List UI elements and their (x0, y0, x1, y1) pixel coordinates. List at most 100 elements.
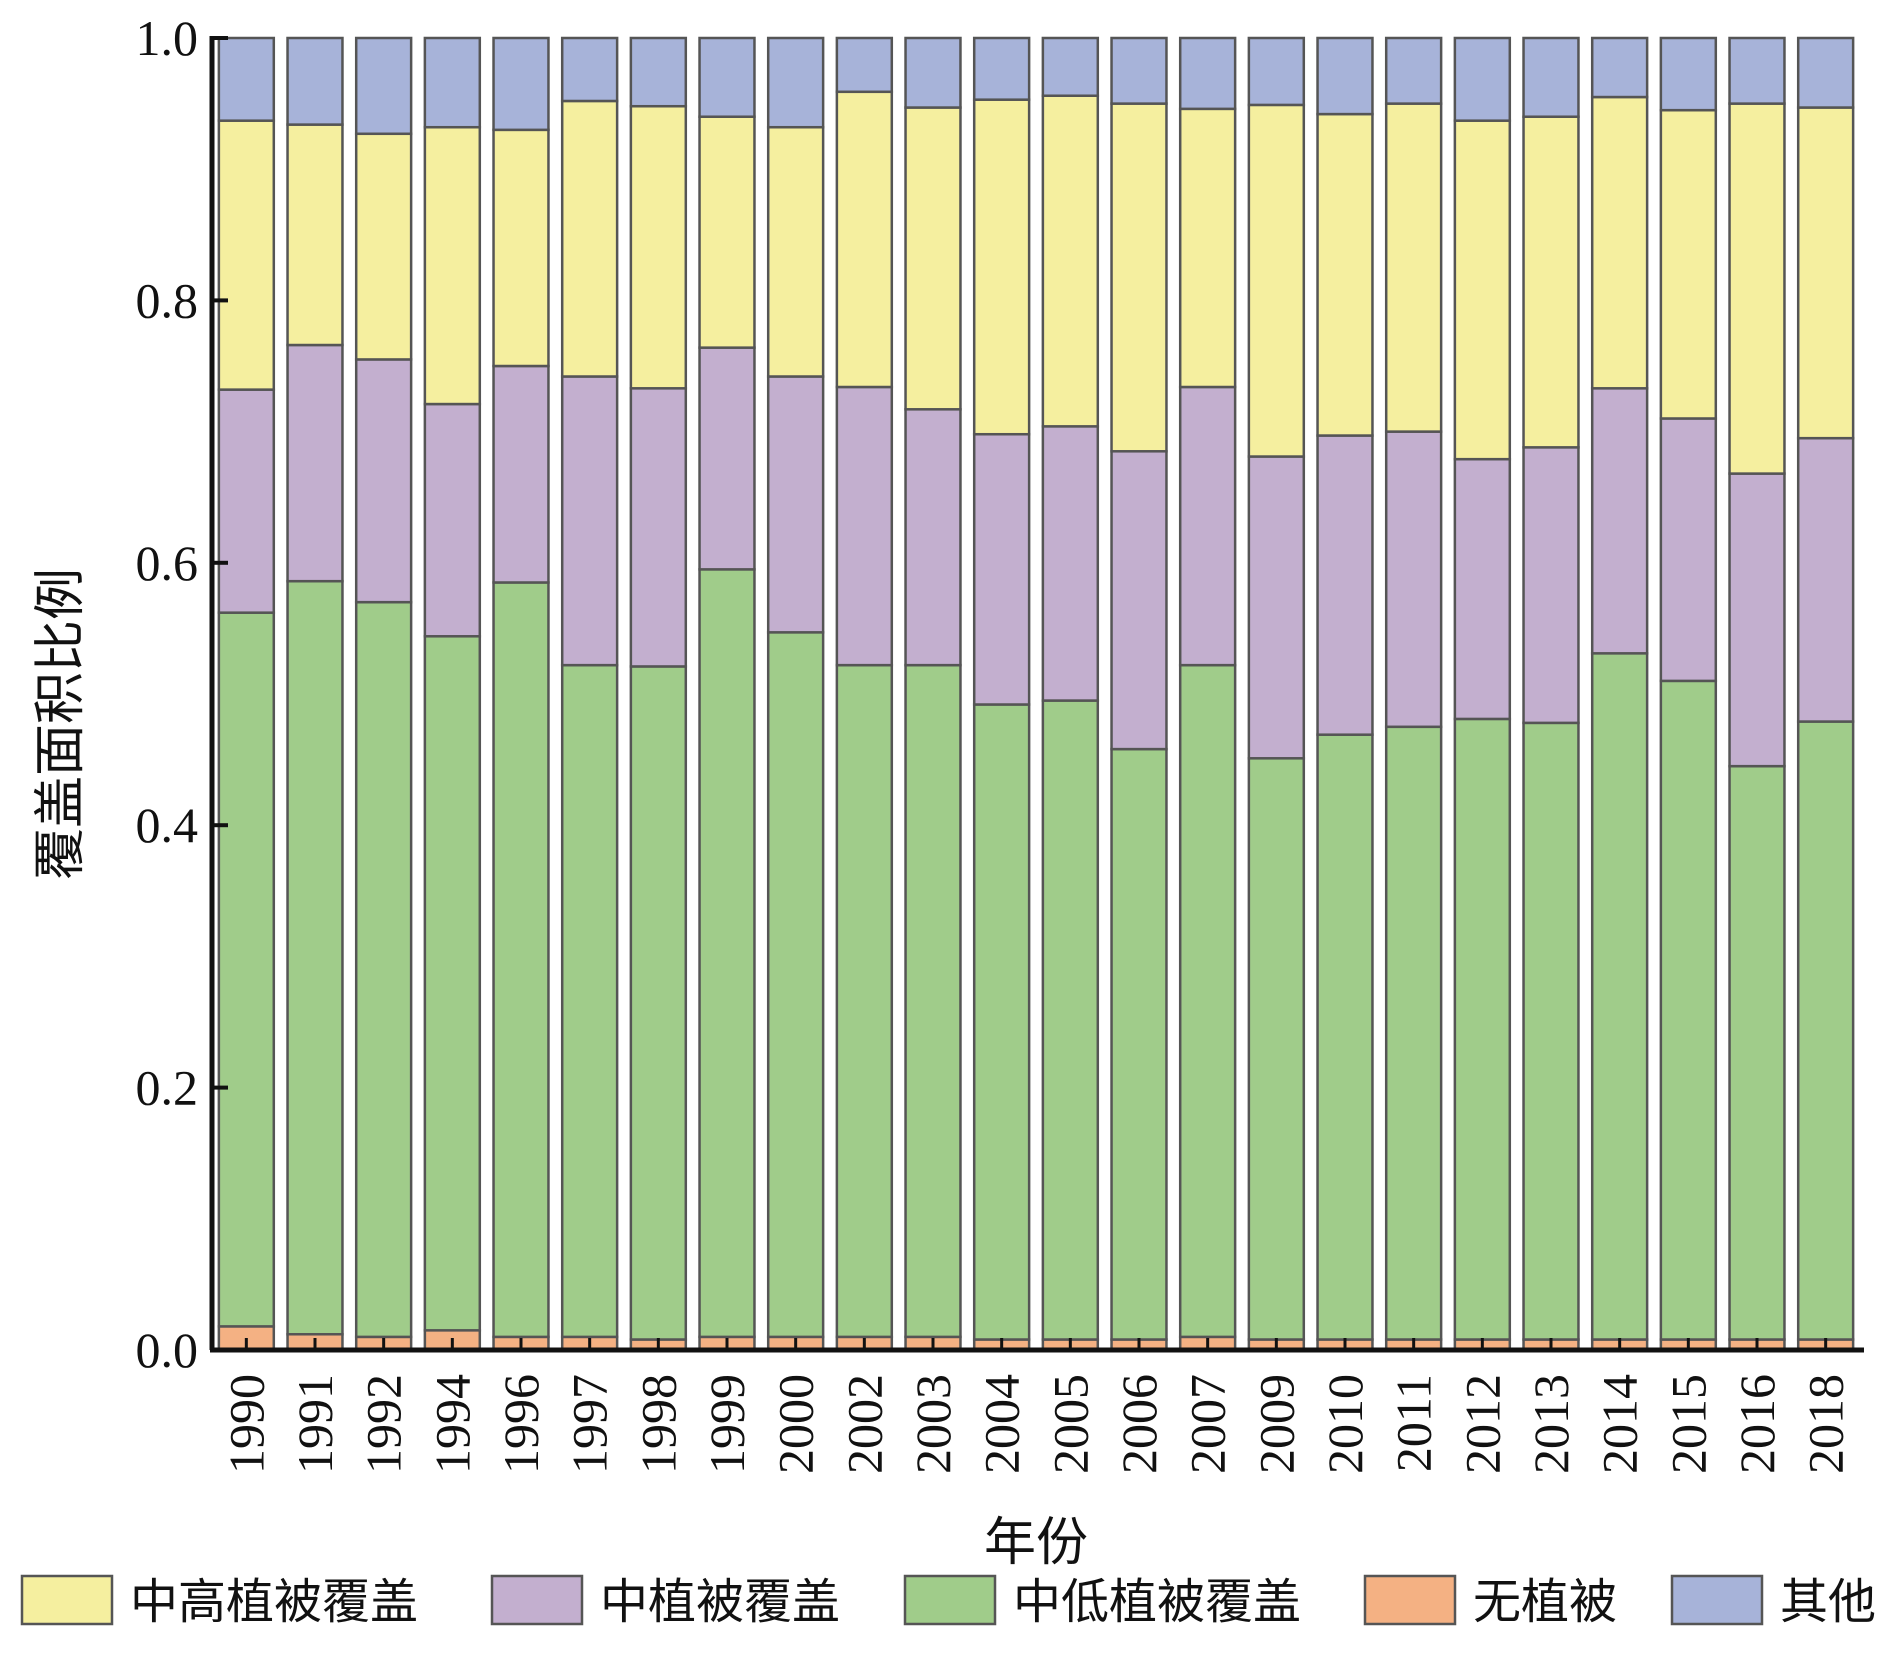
legend-label: 中高植被覆盖 (130, 1574, 418, 1630)
bar-segment-1996-3 (492, 128, 550, 368)
bar-segment-2002-3 (835, 90, 894, 389)
x-tick-label: 2005 (1042, 1374, 1098, 1474)
bar-segment-2015-1 (1659, 679, 1718, 1341)
bar-segment-1998-2 (629, 387, 688, 668)
y-tick-label: 0.2 (136, 1060, 199, 1116)
bar-segment-1991-4 (286, 36, 344, 126)
bar-segment-2013-4 (1522, 36, 1580, 118)
y-tick-label: 0.4 (136, 797, 199, 853)
bar-segment-1994-3 (423, 125, 482, 406)
bar-segment-2012-1 (1453, 717, 1512, 1341)
bar-segment-2011-1 (1384, 725, 1443, 1341)
legend-swatch (903, 1574, 997, 1626)
legend-swatch (490, 1574, 584, 1626)
bar-segment-1998-4 (629, 36, 688, 108)
bar-segment-2011-2 (1384, 430, 1443, 729)
bar-segment-1999-3 (698, 115, 756, 349)
bar-segment-2016-2 (1728, 472, 1786, 768)
bar-segment-2016-1 (1728, 764, 1786, 1341)
bar-segment-1991-3 (286, 123, 344, 347)
legend-swatch (1670, 1574, 1764, 1626)
bar-segment-1997-4 (560, 36, 619, 103)
bar-segment-1999-1 (698, 568, 756, 1339)
bar-segment-2013-1 (1522, 721, 1580, 1341)
bar-segment-2006-1 (1110, 747, 1168, 1341)
bar-segment-2002-4 (835, 36, 894, 94)
legend-label: 中低植被覆盖 (1013, 1574, 1301, 1630)
x-tick-label: 1992 (356, 1374, 412, 1474)
bar-segment-2018-4 (1796, 36, 1855, 109)
bar-segment-2000-4 (766, 36, 825, 129)
bar-segment-1994-2 (423, 402, 482, 638)
bar-segment-2003-4 (904, 36, 962, 109)
x-tick-label: 1991 (287, 1374, 343, 1474)
legend: 中高植被覆盖 中植被覆盖 中低植被覆盖 无植被 其他 (20, 1574, 1876, 1630)
bar-segment-2002-2 (835, 385, 894, 667)
bar-segment-2004-1 (972, 703, 1031, 1341)
bar-segment-2005-2 (1041, 425, 1100, 702)
bar-segment-2014-4 (1590, 36, 1649, 99)
bar-segment-1992-4 (354, 36, 413, 136)
x-tick-label: 1994 (424, 1374, 480, 1474)
y-axis-title: 覆盖面积比例 (31, 568, 91, 880)
y-tick-label: 0.0 (136, 1322, 199, 1378)
legend-label: 其他 (1780, 1574, 1876, 1630)
bar-segment-2014-3 (1590, 95, 1649, 390)
bar-segment-2011-3 (1384, 102, 1443, 433)
bar-segment-1990-4 (217, 36, 276, 122)
bar-segment-1997-3 (560, 99, 619, 378)
x-tick-label: 1990 (218, 1374, 274, 1474)
legend-swatch (1363, 1574, 1457, 1626)
bar-segment-2007-2 (1178, 385, 1237, 667)
x-tick-label: 1998 (630, 1374, 686, 1474)
legend-swatch (20, 1574, 114, 1626)
bar-segment-1990-3 (217, 119, 276, 391)
bar-segment-2007-3 (1178, 107, 1237, 389)
x-tick-label: 1996 (493, 1374, 549, 1474)
x-axis-title: 年份 (984, 1513, 1088, 1573)
y-tick-label: 1.0 (136, 10, 199, 66)
bar-segment-2005-1 (1041, 699, 1100, 1341)
bar-segment-2004-2 (972, 432, 1031, 706)
y-tick-label: 0.8 (136, 272, 199, 328)
bar-segment-1994-1 (423, 635, 482, 1332)
bar-segment-1996-2 (492, 364, 550, 584)
bar-segment-2003-1 (904, 663, 962, 1339)
bar-segment-2014-2 (1590, 387, 1649, 655)
bar-segment-2006-4 (1110, 36, 1168, 105)
x-tick-label: 2013 (1523, 1374, 1579, 1474)
bar-segment-2016-4 (1728, 36, 1786, 105)
bar-segment-2012-4 (1453, 36, 1512, 122)
bar-segment-2000-1 (766, 631, 825, 1339)
y-tick-label: 0.6 (136, 535, 199, 591)
bar-segment-2014-1 (1590, 652, 1649, 1341)
legend-label: 无植被 (1473, 1574, 1617, 1630)
x-tick-label: 2000 (768, 1374, 824, 1474)
x-tick-label: 2014 (1592, 1374, 1648, 1474)
x-tick-label: 2004 (974, 1374, 1030, 1474)
x-tick-label: 2007 (1180, 1374, 1236, 1474)
bar-segment-2006-3 (1110, 102, 1168, 453)
bar-segment-2010-1 (1316, 733, 1374, 1341)
bar-segment-2018-3 (1796, 106, 1855, 440)
bar-segment-2013-2 (1522, 446, 1580, 725)
bar-segment-2005-3 (1041, 94, 1100, 428)
bar-segment-2009-2 (1247, 455, 1306, 760)
bar-segment-1990-2 (217, 388, 276, 614)
bar-segment-2000-2 (766, 375, 825, 634)
bar-segment-2009-4 (1247, 36, 1306, 107)
bar-segment-2012-2 (1453, 457, 1512, 721)
bar-segment-2018-1 (1796, 720, 1855, 1341)
bar-segment-1992-2 (354, 358, 413, 604)
bar-segment-2007-1 (1178, 663, 1237, 1339)
bar-segment-1997-1 (560, 663, 619, 1339)
bar-segment-2018-2 (1796, 436, 1855, 723)
bar-segment-2010-3 (1316, 112, 1374, 437)
bar-segment-2013-3 (1522, 115, 1580, 449)
bar-segment-1991-1 (286, 579, 344, 1336)
bar-segment-1996-4 (492, 36, 550, 132)
bar-segment-1999-2 (698, 346, 756, 571)
x-tick-label: 1997 (562, 1374, 618, 1474)
bar-segment-2012-3 (1453, 119, 1512, 461)
